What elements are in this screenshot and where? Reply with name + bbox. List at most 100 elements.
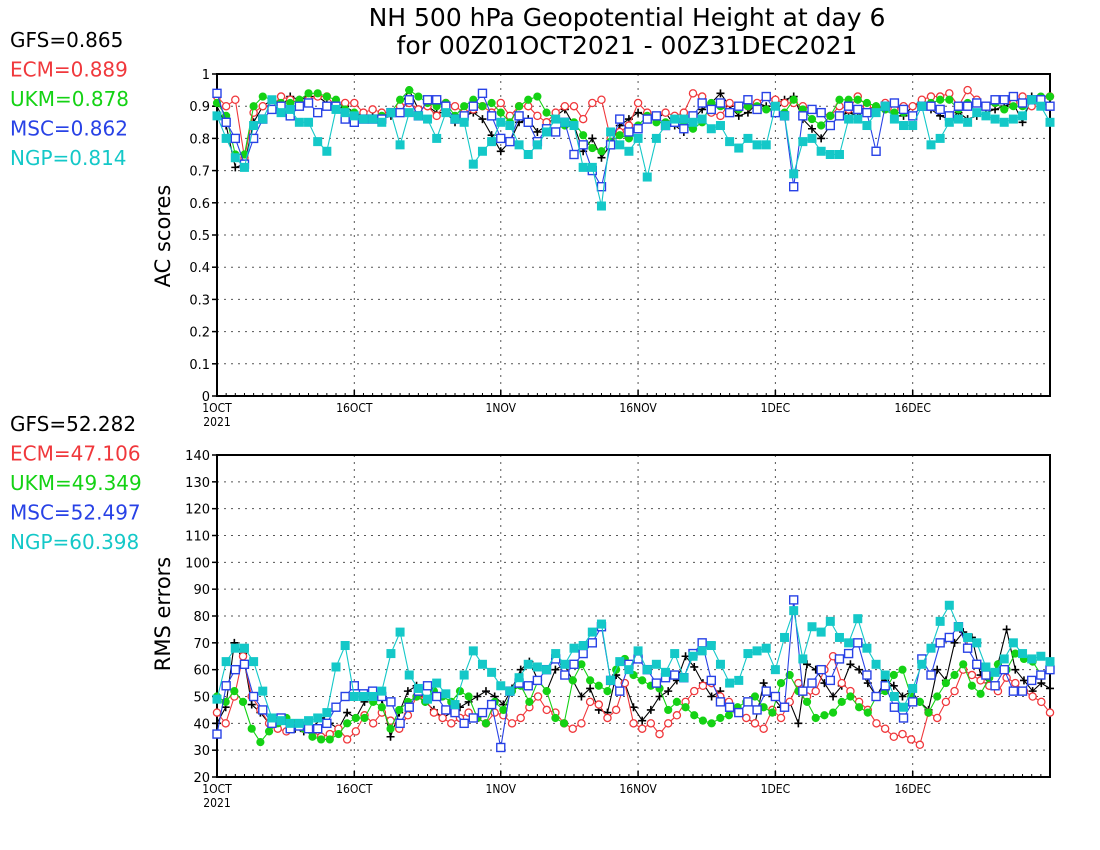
data-point <box>651 133 661 143</box>
data-point <box>663 719 673 728</box>
data-point <box>368 114 378 124</box>
data-point <box>238 697 248 706</box>
data-point <box>578 641 588 651</box>
data-point <box>690 711 699 720</box>
data-point <box>638 716 647 725</box>
data-point <box>672 697 681 706</box>
data-point <box>368 719 378 728</box>
data-point <box>725 98 734 108</box>
data-point <box>963 117 973 127</box>
data-point <box>811 713 820 723</box>
x-tick-label: 1OCT <box>202 401 232 415</box>
y-tick-label: 130 <box>185 476 210 491</box>
data-point <box>450 101 460 111</box>
data-point <box>963 632 973 642</box>
data-point <box>551 713 560 723</box>
data-point <box>322 92 331 101</box>
legend-entry-gfs: GFS=52.282 <box>10 412 136 436</box>
data-point <box>487 667 497 677</box>
data-point <box>258 686 268 696</box>
x-tick-label: 16OCT <box>336 401 373 415</box>
data-point <box>855 703 864 712</box>
data-point <box>752 104 762 115</box>
data-point <box>395 705 404 715</box>
data-point <box>587 627 597 637</box>
data-point <box>1037 679 1046 688</box>
data-point <box>669 670 680 680</box>
data-point <box>459 718 469 729</box>
data-point <box>664 687 673 696</box>
data-point <box>213 719 221 728</box>
data-point <box>542 665 552 675</box>
y-tick-label: 70 <box>193 637 210 652</box>
data-point <box>963 85 972 95</box>
data-point <box>304 716 314 726</box>
data-point <box>807 104 817 115</box>
data-point <box>603 687 612 696</box>
data-point <box>752 705 762 715</box>
data-point <box>247 700 256 709</box>
data-point <box>317 735 326 744</box>
data-point <box>594 700 604 709</box>
data-point <box>661 121 671 131</box>
data-point <box>560 101 570 111</box>
data-point <box>496 108 505 117</box>
data-point <box>872 719 881 728</box>
data-point <box>304 89 313 98</box>
data-point <box>908 683 918 693</box>
y-tick-label: 0.2 <box>189 326 210 341</box>
data-point <box>750 692 760 701</box>
data-point <box>349 692 359 701</box>
chart-title-line1: NH 500 hPa Geopotential Height at day 6 <box>369 3 886 32</box>
data-point <box>862 107 872 118</box>
data-point <box>889 692 899 701</box>
data-point <box>889 98 900 108</box>
data-point <box>724 702 735 712</box>
data-point <box>525 697 534 706</box>
data-point <box>953 101 964 111</box>
data-point <box>834 632 844 642</box>
y-tick-label: 1 <box>202 68 210 83</box>
chart-title-line2: for 00Z01OCT2021 - 00Z31DEC2021 <box>397 31 858 60</box>
data-point <box>542 687 551 696</box>
data-point <box>577 692 586 701</box>
data-point <box>578 648 588 659</box>
data-point <box>817 134 826 143</box>
data-point <box>779 702 790 712</box>
data-point <box>762 105 771 114</box>
data-point <box>478 115 487 124</box>
data-point <box>221 133 231 143</box>
y-tick-label: 90 <box>193 583 210 598</box>
data-point <box>926 670 936 680</box>
data-point <box>533 111 542 121</box>
data-point <box>441 689 451 699</box>
data-point <box>248 691 259 702</box>
data-point <box>304 117 314 127</box>
data-point <box>587 162 597 172</box>
data-point <box>413 111 423 121</box>
data-point <box>249 102 258 111</box>
x-tick-year-label: 2021 <box>203 415 230 429</box>
data-point <box>499 705 508 715</box>
data-point <box>560 670 570 680</box>
data-point <box>750 719 760 728</box>
data-point <box>698 716 708 725</box>
data-point <box>496 133 506 144</box>
data-point <box>377 703 386 712</box>
data-point <box>990 114 1000 124</box>
data-point <box>715 98 726 108</box>
data-point <box>724 711 734 720</box>
series-ngp <box>212 95 1055 211</box>
data-point <box>294 101 305 111</box>
data-point <box>679 124 689 134</box>
data-point <box>578 114 588 124</box>
data-point <box>343 719 352 728</box>
data-point <box>670 649 680 659</box>
data-point <box>486 699 497 710</box>
data-point <box>615 140 625 150</box>
data-point <box>267 95 277 105</box>
x-tick-label: 16NOV <box>619 401 657 415</box>
data-point <box>230 643 240 653</box>
data-point <box>303 98 314 108</box>
data-point <box>248 133 259 144</box>
